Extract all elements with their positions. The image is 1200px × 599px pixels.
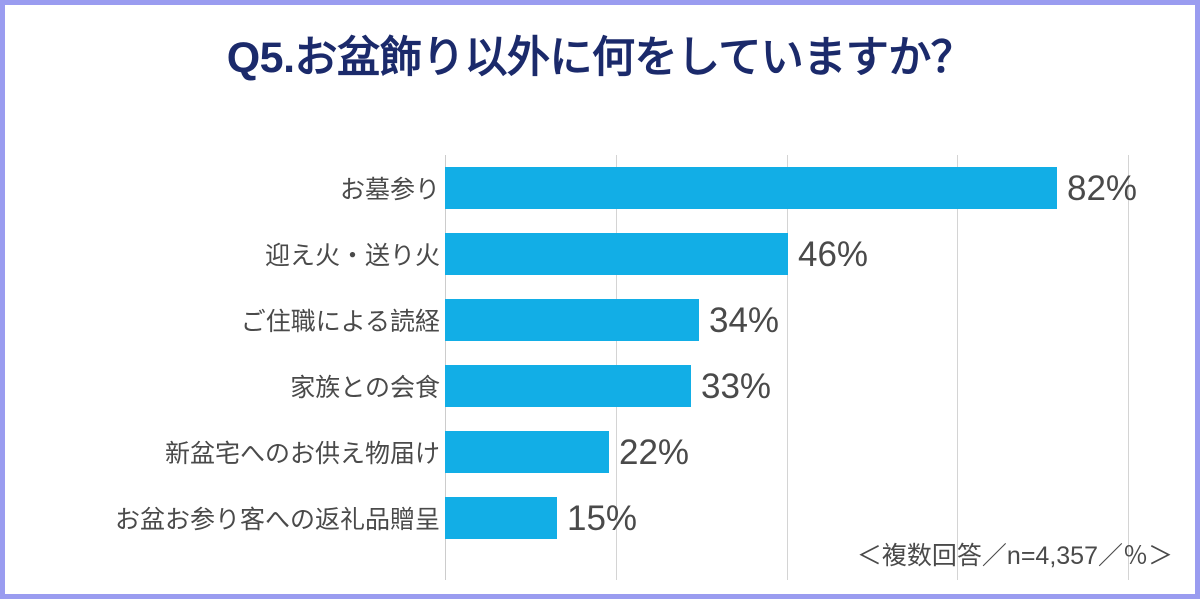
bar-value-1: 46% (798, 234, 869, 274)
category-label-2: ご住職による読経 (240, 308, 440, 336)
chart-plot-area: お墓参り 82% 迎え火・送り火 46% ご住職による読経 34% (5, 155, 1195, 590)
bar-group-1: 46% (445, 233, 868, 275)
bar-5 (445, 497, 557, 539)
bar-4 (445, 431, 609, 473)
bar-value-0: 82% (1067, 168, 1138, 208)
chart-footnote: ＜複数回答／n=4,357／％＞ (856, 542, 1173, 570)
bar-group-0: 82% (445, 167, 1137, 209)
bar-value-2: 34% (709, 300, 780, 340)
table-row: お盆お参り客への返礼品贈呈 15% (5, 485, 1195, 551)
category-label-5: お盆お参り客への返礼品贈呈 (114, 506, 440, 534)
bar-value-3: 33% (701, 366, 772, 406)
bar-group-5: 15% (445, 497, 637, 539)
bar-group-4: 22% (445, 431, 689, 473)
bar-value-4: 22% (619, 432, 690, 472)
table-row: 迎え火・送り火 46% (5, 221, 1195, 287)
bar-3 (445, 365, 691, 407)
category-label-0: お墓参り (339, 176, 440, 204)
bar-group-3: 33% (445, 365, 771, 407)
table-row: お墓参り 82% (5, 155, 1195, 221)
bar-2 (445, 299, 699, 341)
bar-rows: お墓参り 82% 迎え火・送り火 46% ご住職による読経 34% (5, 155, 1195, 551)
table-row: 家族との会食 33% (5, 353, 1195, 419)
table-row: 新盆宅へのお供え物届け 22% (5, 419, 1195, 485)
category-label-1: 迎え火・送り火 (264, 242, 440, 270)
bar-value-5: 15% (567, 498, 638, 538)
table-row: ご住職による読経 34% (5, 287, 1195, 353)
bar-group-2: 34% (445, 299, 779, 341)
bar-0 (445, 167, 1057, 209)
bar-1 (445, 233, 788, 275)
page-title: Q5.お盆飾り以外に何をしていますか？ (226, 34, 974, 82)
category-label-4: 新盆宅へのお供え物届け (164, 440, 440, 468)
category-label-3: 家族との会食 (290, 374, 440, 402)
